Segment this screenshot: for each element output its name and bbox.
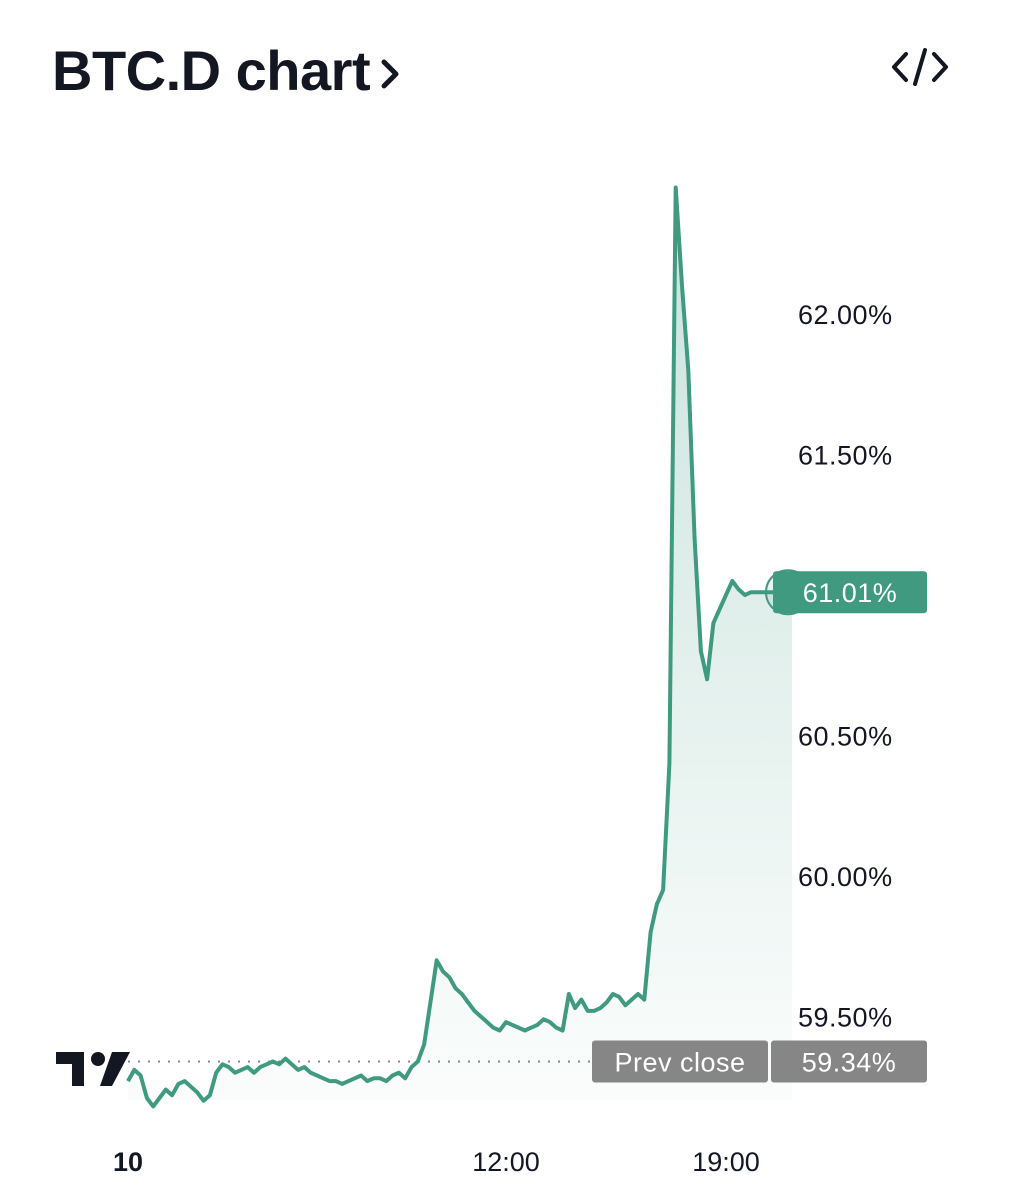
chart-title-link[interactable]: BTC.D chart xyxy=(52,38,371,102)
y-tick-label: 60.50% xyxy=(798,722,893,752)
prev-close-value-tag-text: 59.34% xyxy=(802,1047,897,1077)
x-tick-label: 10 xyxy=(113,1147,143,1177)
chevron-right-icon[interactable] xyxy=(378,57,404,91)
x-tick-label: 12:00 xyxy=(472,1147,540,1177)
series-area xyxy=(128,187,792,1107)
y-tick-label: 60.00% xyxy=(798,862,893,892)
y-tick-label: 59.50% xyxy=(798,1003,893,1033)
series-line xyxy=(126,185,792,1109)
tradingview-logo-icon xyxy=(56,1052,130,1086)
y-tick-label: 61.50% xyxy=(798,441,893,471)
y-tick-label: 62.00% xyxy=(798,300,893,330)
x-tick-label: 19:00 xyxy=(692,1147,760,1177)
prev-close-value-tag: 59.34% xyxy=(771,1040,927,1083)
code-embed-icon[interactable] xyxy=(888,42,952,92)
last-value-tag: 61.01% xyxy=(773,571,927,614)
prev-close-label-tag-text: Prev close xyxy=(614,1047,745,1077)
prev-close-label-tag: Prev close xyxy=(592,1040,768,1083)
last-value-tag-text: 61.01% xyxy=(803,578,898,608)
chart-header: BTC.D chart xyxy=(52,30,404,110)
